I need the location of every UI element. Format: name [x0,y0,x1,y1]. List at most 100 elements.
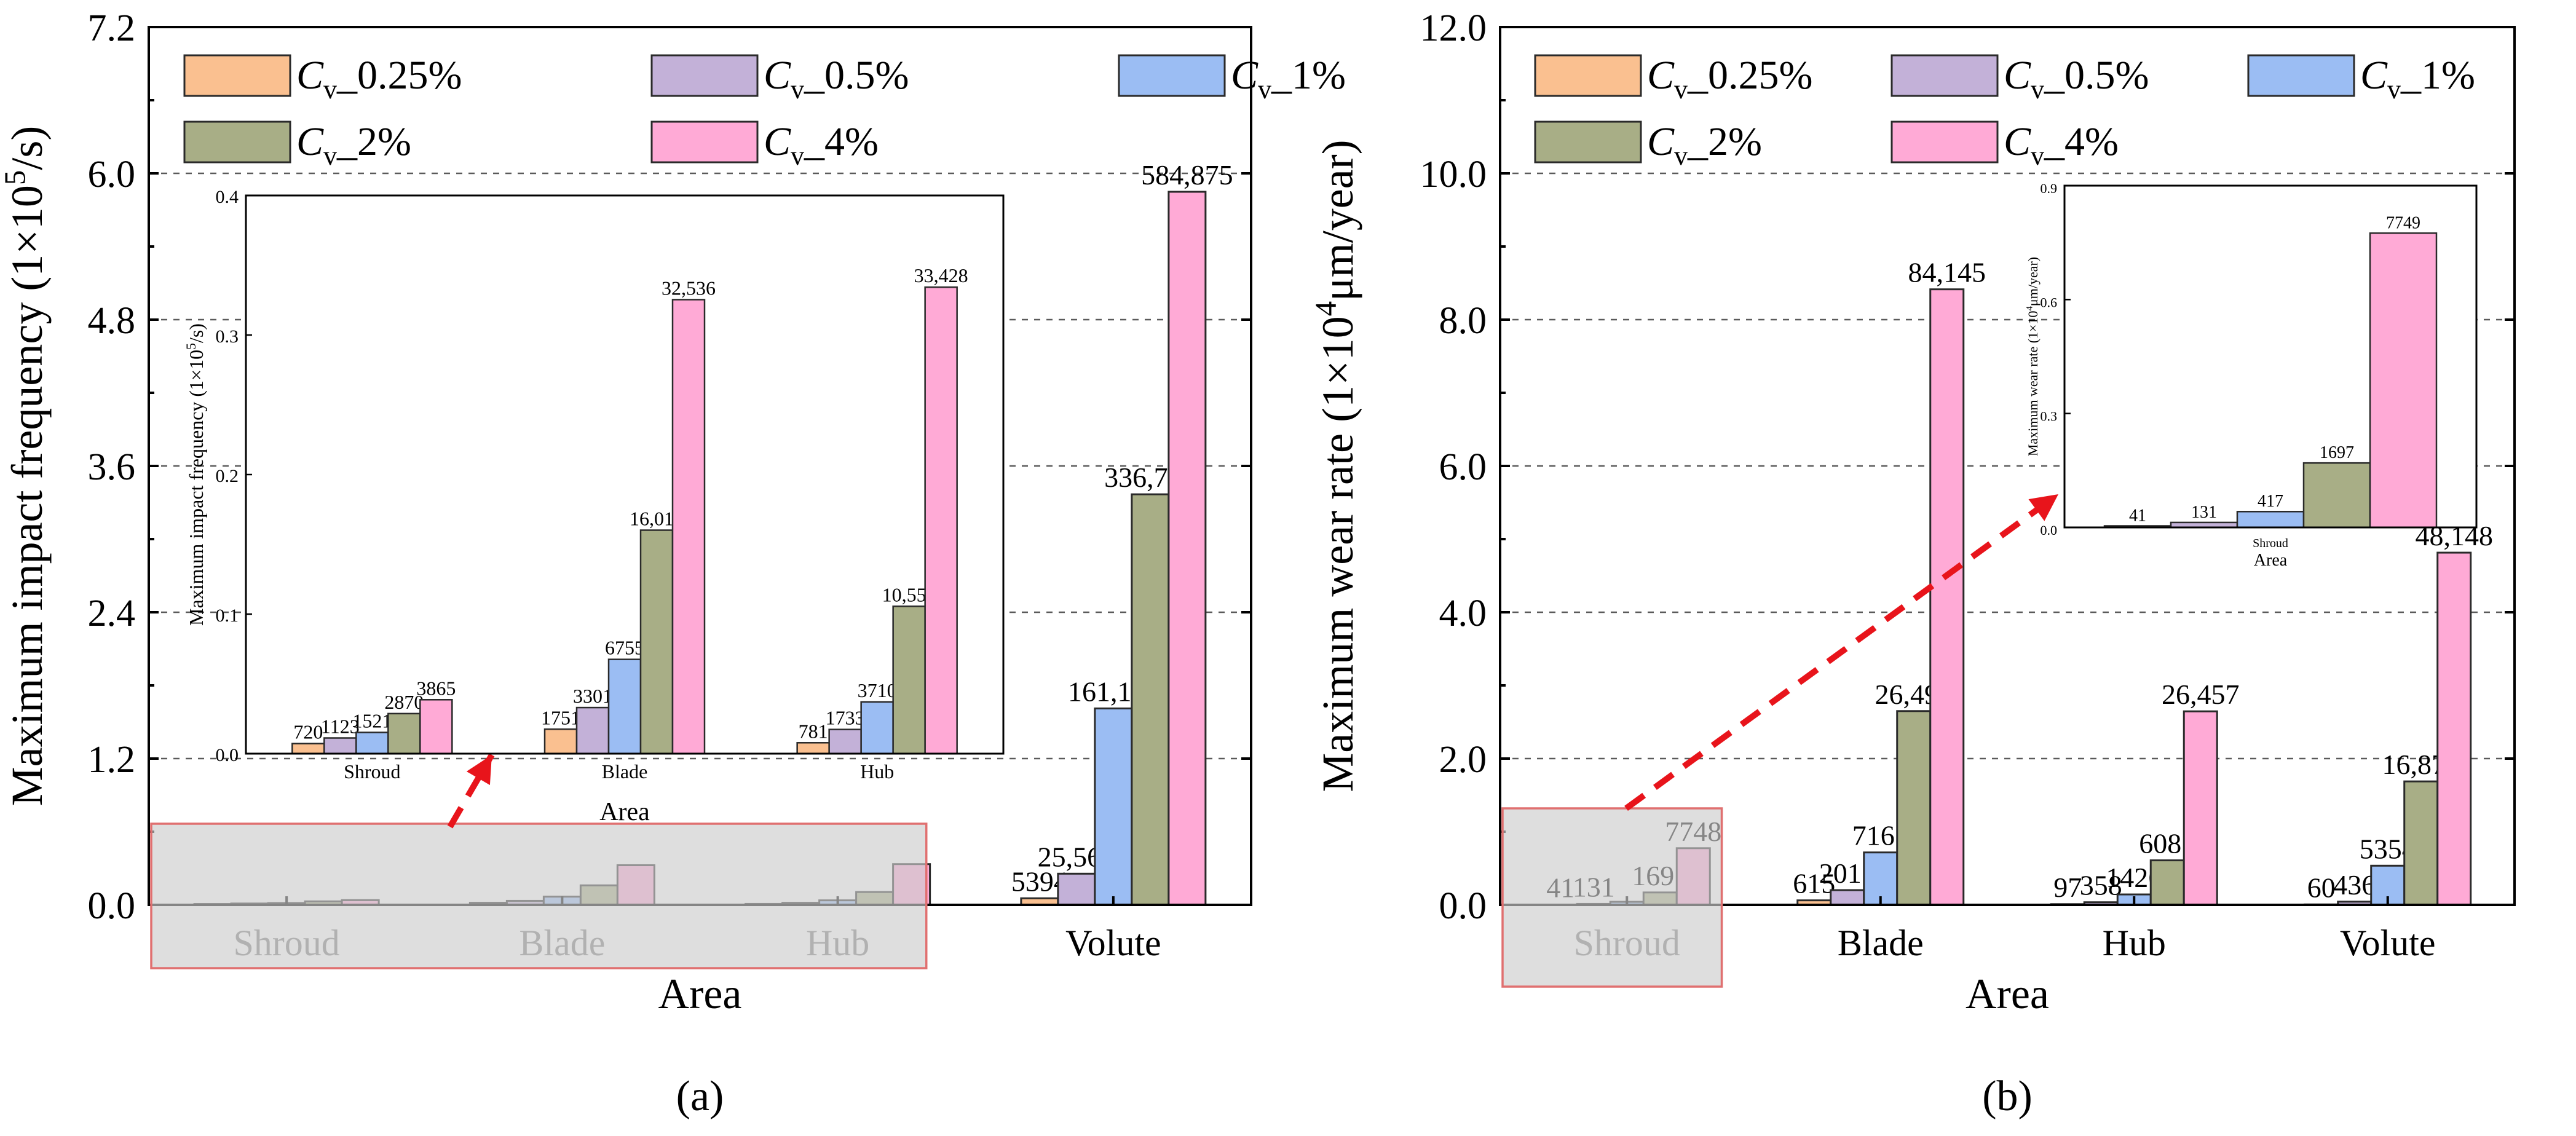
legend-label-2: Cv_1% [1231,53,1346,105]
y-tick-label: 1.2 [88,739,136,781]
y-axis-title-prefix: Maximum impact frequency (1×10 [2,185,52,806]
legend-swatch-0 [1534,54,1642,97]
inset-data-label: 1521 [352,709,392,732]
legend-suffix-0: _0.25% [336,53,462,98]
inset-data-label: 417 [2258,492,2283,511]
inset-bar-hub-s4 [924,286,958,755]
panel-b-wear-rate: 4161597601312017358436716714265354169726… [1309,7,2516,1120]
y-tick-label: 0.0 [1439,885,1487,927]
legend-symbol: C [2004,53,2031,98]
inset-bar-shroud-s3 [387,712,421,755]
legend-swatch-2 [2247,54,2355,97]
inset-y-axis-title-sup: 5 [184,343,199,350]
legend-subscript: v [1674,74,1688,105]
y-tick-label: 12.0 [1420,7,1487,49]
inset-bar-hub-s1 [828,728,862,755]
inset-bar-hub-s0 [796,742,830,755]
inset-data-label: 33,428 [914,264,968,286]
inset-x-tick-label: Blade [602,760,648,783]
legend-label-2: Cv_1% [2360,53,2475,105]
bar-blade-s3 [1896,710,1932,906]
legend-suffix-0: _0.25% [1687,53,1812,98]
x-tick-label-hub: Hub [2103,923,2166,963]
data-label: 26,457 [2162,679,2240,710]
inset-y-tick-label: 0.3 [216,326,239,347]
y-tick-label: 4.0 [1439,593,1487,634]
legend-label-0: Cv_0.25% [296,53,462,105]
inset-y-axis-title-prefix: Maximum wear rate (1×10 [2025,311,2041,457]
y-axis-title-prefix: Maximum wear rate (1×10 [1313,316,1362,792]
x-tick-label-volute: Volute [2340,923,2436,963]
inset-y-tick-label: 0.2 [216,466,239,486]
data-label: 60 [2307,872,2336,903]
inset-data-label: 41 [2129,506,2146,525]
legend-swatch-1 [1891,54,1999,97]
inset-data-label: 3865 [416,677,456,699]
inset-data-label: 1123 [321,716,360,738]
legend-subscript: v [323,141,337,171]
inset-bar-shroud-s0 [291,743,325,755]
inset-data-label: 2870 [384,691,424,713]
inset-bar-shroud-s4 [2369,232,2438,529]
legend-subscript: v [2031,141,2044,171]
bar-volute-s4 [2436,551,2472,906]
legend-symbol: C [2360,53,2388,98]
inset-y-tick-label: 0.0 [2041,523,2058,538]
inset-data-label: 1697 [2320,443,2354,462]
bar-volute-s3 [1131,493,1170,906]
y-tick-label: 2.0 [1439,739,1487,781]
inset-y-tick-label: 0.0 [216,745,239,765]
inset-y-axis-title-prefix: Maximum impact frequency (1×10 [185,350,207,626]
legend-symbol: C [1647,53,1675,98]
legend-label-4: Cv_4% [764,119,879,171]
legend-label-1: Cv_0.5% [2004,53,2149,105]
y-tick-label: 8.0 [1439,300,1487,342]
inset-bar-blade-s0 [543,728,578,755]
inset-data-label: 32,536 [662,277,716,299]
inset-x-tick-label: Shroud [344,760,400,783]
inset-bar-blade-s3 [639,529,674,755]
inset-data-label: 7749 [2386,213,2420,232]
x-axis-title: Area [1966,971,2049,1018]
legend-suffix-4: _4% [804,119,879,164]
bar-volute-s4 [1167,191,1207,906]
inset-border [2063,184,2478,529]
legend-swatch-4 [650,120,759,164]
y-tick-label: 2.4 [88,593,136,634]
legend-label-3: Cv_2% [296,119,411,171]
bar-blade-s4 [1929,288,1965,906]
legend-swatch-3 [183,120,291,164]
x-axis-title: Area [658,971,741,1018]
legend-label-3: Cv_2% [1647,119,1762,171]
data-label: 84,145 [1908,257,1986,288]
bar-volute-s3 [2403,780,2439,906]
bar-blade-s1 [1830,889,1865,906]
y-tick-label: 6.0 [88,154,136,195]
legend-symbol: C [1647,119,1675,164]
inset-y-axis-title-suffix: μm/year) [2025,257,2041,306]
bar-volute-s1 [1057,872,1096,906]
legend-subscript: v [2387,74,2401,105]
legend-symbol: C [764,53,791,98]
bar-hub-s4 [2183,710,2218,906]
legend-subscript: v [1258,74,1271,105]
inset-y-axis-title-sup: 4 [2025,306,2035,311]
legend-label-1: Cv_0.5% [764,53,909,105]
zoom-arrow-head [2028,494,2058,521]
y-axis-title-suffix: μm/year) [1313,140,1362,301]
legend-subscript: v [791,141,804,171]
inset-bar-blade-s4 [671,299,706,755]
inset-data-label: 781 [799,720,828,742]
zoom-arrow [1624,491,2060,811]
legend-label-4: Cv_4% [2004,119,2119,171]
legend-symbol: C [296,53,324,98]
inset-x-tick-label: Hub [860,760,894,783]
legend-subscript: v [791,74,804,105]
legend-suffix-3: _2% [1687,119,1762,164]
legend-swatch-0 [183,54,291,97]
inset-y-tick-label: 0.1 [216,605,239,626]
legend-swatch-3 [1534,120,1642,164]
inset-data-label: 3710 [858,679,897,701]
zoom-arrow-head [466,755,492,786]
